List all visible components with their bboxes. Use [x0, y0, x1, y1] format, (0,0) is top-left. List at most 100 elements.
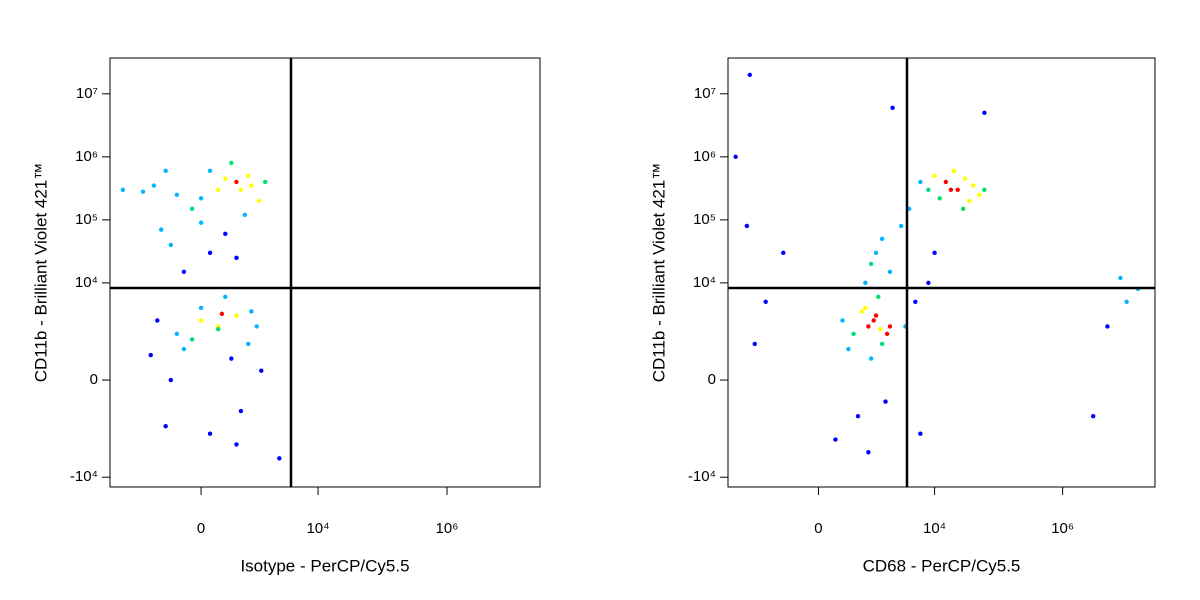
event-dot — [887, 324, 893, 329]
plot: 0 10⁴ 10⁶ -10⁴ 0 10⁴ 10⁵ 10⁶ 10⁷ Isotype - PerCP/… — [31, 57, 541, 575]
event-dot — [229, 160, 234, 166]
y-axis-label: CD11b - Brilliant Violet 421™ — [31, 163, 50, 383]
event-dot — [216, 187, 221, 192]
event-dot — [859, 309, 865, 314]
event-dot — [951, 168, 957, 174]
event-dot — [851, 331, 856, 337]
event-dot — [120, 187, 126, 192]
event-dot — [840, 318, 845, 323]
event-dot — [155, 318, 160, 323]
event-dot — [733, 154, 738, 160]
event-dot — [744, 223, 750, 229]
y-tick-label: 10⁵ — [693, 211, 716, 228]
event-dot — [878, 326, 883, 332]
event-dot — [168, 242, 174, 248]
event-dot — [932, 173, 937, 179]
y-axis-label: CD11b - Brilliant Violet 421™ — [649, 163, 668, 383]
event-dot — [943, 179, 949, 185]
event-dot — [234, 442, 239, 447]
event-dot — [219, 311, 225, 317]
y-tick-label: 10⁵ — [75, 211, 98, 228]
event-dot — [937, 196, 942, 201]
x-tick-label: 0 — [814, 520, 822, 537]
event-dot — [868, 261, 874, 267]
event-dot — [181, 269, 187, 274]
event-dot — [207, 431, 213, 436]
event-dot — [277, 456, 282, 461]
event-dot — [246, 173, 251, 179]
event-dot — [207, 168, 213, 174]
event-dot — [238, 187, 244, 192]
event-dot — [763, 299, 768, 304]
event-dot — [883, 399, 888, 404]
y-tick-label: -10⁴ — [688, 468, 716, 485]
event-dot — [1118, 275, 1123, 281]
event-dot — [890, 105, 895, 110]
event-dot — [887, 269, 893, 274]
event-dot — [926, 187, 931, 192]
event-dot — [198, 305, 204, 311]
event-dot — [982, 187, 987, 192]
event-dot — [961, 206, 966, 211]
event-dot — [855, 413, 861, 419]
event-dot — [970, 183, 976, 188]
x-tick-label: 10⁶ — [1051, 520, 1074, 537]
y-tick-label: 10⁷ — [694, 85, 716, 102]
event-dot — [948, 187, 954, 192]
x-tick-label: 10⁶ — [436, 520, 459, 537]
event-dot — [181, 346, 187, 352]
event-dot — [207, 250, 213, 256]
event-dot — [1105, 324, 1110, 329]
event-dot — [238, 408, 244, 414]
event-dot — [216, 326, 221, 332]
event-dot — [168, 377, 174, 383]
event-dot — [918, 431, 923, 436]
event-dot — [259, 368, 264, 373]
event-dot — [866, 324, 871, 329]
event-dot — [234, 313, 239, 318]
event-dot — [246, 341, 251, 347]
event-dot — [234, 179, 239, 185]
event-dot — [223, 231, 228, 237]
event-dot — [898, 223, 904, 229]
x-axis-label: Isotype - PerCP/Cy5.5 — [240, 556, 409, 575]
event-dot — [198, 196, 204, 201]
y-tick-label: 10⁶ — [693, 148, 716, 165]
event-dot — [229, 356, 234, 361]
event-dot — [866, 450, 871, 455]
x-tick-label: 10⁴ — [923, 520, 946, 537]
event-dot — [977, 192, 982, 197]
event-dot — [876, 294, 881, 300]
event-dot — [148, 352, 153, 358]
plot-frame — [109, 57, 541, 488]
event-dot — [833, 437, 838, 442]
x-axis-label: CD68 - PerCP/Cy5.5 — [863, 556, 1021, 575]
event-dot — [879, 341, 885, 347]
plot: 0 10⁴ 10⁶ -10⁴ 0 10⁴ 10⁵ 10⁶ 10⁷ CD68 - PerCP/Cy5… — [649, 57, 1156, 575]
event-dot — [884, 331, 890, 337]
event-dot — [254, 324, 259, 329]
event-dot — [868, 356, 874, 361]
y-tick-label: 10⁴ — [75, 274, 98, 291]
event-dot — [932, 250, 937, 256]
event-dot — [747, 72, 752, 78]
event-dot — [1124, 299, 1129, 304]
event-dot — [234, 255, 239, 261]
event-dot — [198, 220, 204, 225]
event-dot — [249, 309, 254, 314]
y-tick-label: 10⁷ — [76, 85, 98, 102]
event-dot — [918, 179, 923, 185]
plot-frame — [727, 57, 1156, 488]
event-dot — [163, 168, 168, 174]
event-dot — [249, 183, 254, 188]
x-tick-label: 0 — [197, 520, 205, 537]
event-dot — [159, 227, 164, 232]
event-dot — [223, 294, 228, 300]
event-dot — [982, 110, 987, 115]
event-dot — [873, 250, 879, 256]
event-dot — [198, 318, 204, 323]
event-dot — [174, 331, 180, 337]
event-dot — [863, 280, 868, 286]
event-dot — [140, 189, 146, 194]
event-dot — [913, 299, 918, 304]
